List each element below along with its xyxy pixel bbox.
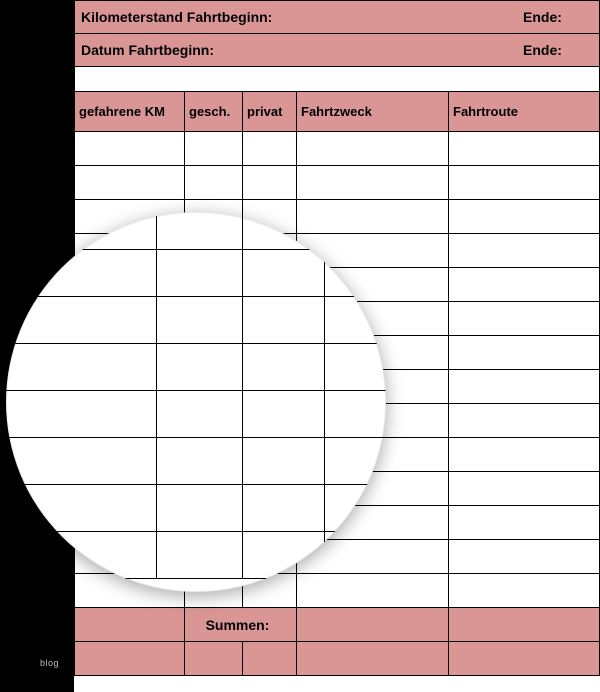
table-cell[interactable] bbox=[449, 234, 600, 268]
table-cell bbox=[6, 532, 157, 579]
magnifier-grid bbox=[6, 212, 386, 579]
footer-cell bbox=[449, 642, 600, 676]
sum-label: Summen: bbox=[185, 608, 297, 642]
header-spacer bbox=[74, 67, 600, 91]
table-cell bbox=[157, 344, 243, 391]
table-cell[interactable] bbox=[243, 132, 297, 166]
table-cell bbox=[325, 297, 387, 344]
table-cell bbox=[325, 438, 387, 485]
table-cell bbox=[157, 297, 243, 344]
footer-cell bbox=[75, 642, 185, 676]
table-row bbox=[6, 391, 386, 438]
table-cell bbox=[6, 212, 157, 250]
table-cell bbox=[157, 391, 243, 438]
header-odometer-end: Ende: bbox=[519, 1, 599, 33]
header-row-odometer: Kilometerstand Fahrtbeginn: Ende: bbox=[74, 0, 600, 34]
table-cell bbox=[157, 212, 243, 250]
table-cell[interactable] bbox=[449, 268, 600, 302]
table-cell[interactable] bbox=[449, 166, 600, 200]
col-route: Fahrtroute bbox=[449, 92, 600, 132]
table-cell bbox=[325, 212, 387, 250]
column-header-row: gefahrene KM gesch. privat Fahrtzweck Fa… bbox=[75, 92, 600, 132]
table-row bbox=[6, 438, 386, 485]
table-cell[interactable] bbox=[449, 506, 600, 540]
table-cell[interactable] bbox=[449, 540, 600, 574]
sum-route-cell bbox=[449, 608, 600, 642]
table-cell bbox=[325, 532, 387, 579]
table-cell bbox=[157, 438, 243, 485]
footer-cell bbox=[297, 642, 449, 676]
table-cell[interactable] bbox=[449, 336, 600, 370]
table-cell[interactable] bbox=[75, 132, 185, 166]
col-privat: privat bbox=[243, 92, 297, 132]
table-cell bbox=[157, 485, 243, 532]
table-cell bbox=[243, 344, 325, 391]
table-cell[interactable] bbox=[75, 166, 185, 200]
sum-km-cell bbox=[75, 608, 185, 642]
table-row bbox=[6, 250, 386, 297]
table-row bbox=[6, 344, 386, 391]
table-cell[interactable] bbox=[449, 370, 600, 404]
table-cell bbox=[243, 391, 325, 438]
footer-cell bbox=[243, 642, 297, 676]
table-cell bbox=[243, 250, 325, 297]
table-cell bbox=[325, 344, 387, 391]
table-cell[interactable] bbox=[185, 132, 243, 166]
table-cell bbox=[6, 344, 157, 391]
table-cell bbox=[243, 297, 325, 344]
table-cell bbox=[325, 391, 387, 438]
magnifier-content bbox=[6, 212, 386, 579]
table-row bbox=[75, 166, 600, 200]
table-cell bbox=[6, 297, 157, 344]
table-cell bbox=[243, 212, 325, 250]
table-row bbox=[6, 297, 386, 344]
header-date-label: Datum Fahrtbeginn: bbox=[75, 34, 519, 66]
table-cell[interactable] bbox=[185, 166, 243, 200]
table-cell bbox=[6, 485, 157, 532]
table-cell[interactable] bbox=[449, 302, 600, 336]
table-cell bbox=[6, 250, 157, 297]
summary-row: Summen: bbox=[75, 608, 600, 642]
col-gesch: gesch. bbox=[185, 92, 243, 132]
table-cell bbox=[243, 532, 325, 579]
table-cell bbox=[243, 485, 325, 532]
table-cell bbox=[6, 438, 157, 485]
magnifier-lens bbox=[6, 212, 386, 592]
table-cell bbox=[325, 485, 387, 532]
header-date-end: Ende: bbox=[519, 34, 599, 66]
table-row bbox=[6, 485, 386, 532]
table-cell bbox=[157, 532, 243, 579]
table-row bbox=[6, 212, 386, 250]
table-cell bbox=[243, 438, 325, 485]
col-km: gefahrene KM bbox=[75, 92, 185, 132]
table-cell[interactable] bbox=[297, 166, 449, 200]
col-zweck: Fahrtzweck bbox=[297, 92, 449, 132]
table-cell[interactable] bbox=[449, 404, 600, 438]
table-row bbox=[6, 532, 386, 579]
table-cell[interactable] bbox=[297, 132, 449, 166]
table-cell bbox=[157, 250, 243, 297]
watermark-text: blog bbox=[40, 658, 59, 668]
magnifier-grid-body bbox=[6, 212, 386, 579]
table-row bbox=[75, 132, 600, 166]
table-cell[interactable] bbox=[449, 438, 600, 472]
footer-blank-row bbox=[75, 642, 600, 676]
header-odometer-label: Kilometerstand Fahrtbeginn: bbox=[75, 1, 519, 33]
sum-zweck-cell bbox=[297, 608, 449, 642]
table-cell[interactable] bbox=[449, 132, 600, 166]
header-row-date: Datum Fahrtbeginn: Ende: bbox=[74, 34, 600, 67]
table-cell[interactable] bbox=[449, 574, 600, 608]
table-cell bbox=[6, 391, 157, 438]
table-cell[interactable] bbox=[449, 472, 600, 506]
table-cell bbox=[325, 250, 387, 297]
table-cell[interactable] bbox=[449, 200, 600, 234]
table-cell[interactable] bbox=[243, 166, 297, 200]
footer-cell bbox=[185, 642, 243, 676]
